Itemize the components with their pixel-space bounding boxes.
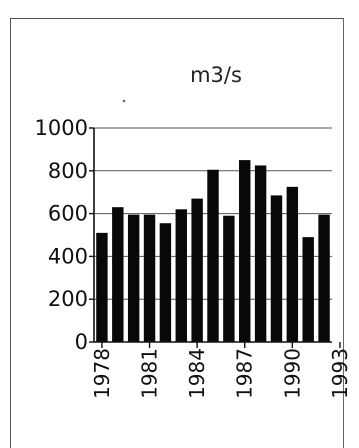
y-tick-label-200: 200 [48, 287, 88, 311]
x-tick-label-1981: 1981 [138, 348, 162, 399]
x-tick-label-1984: 1984 [185, 348, 209, 399]
y-axis-ticks: 0 200 400 600 800 1000 [35, 116, 94, 354]
bar-1986 [223, 215, 235, 342]
bar-1984 [191, 198, 203, 342]
bar-1985 [207, 169, 219, 342]
chart-frame [10, 18, 344, 448]
y-tick-label-0: 0 [75, 330, 88, 354]
bar-1989 [270, 195, 283, 342]
bar-1988 [254, 165, 267, 342]
chart-title: m3/s [190, 63, 242, 87]
x-tick-label-1978: 1978 [90, 348, 114, 399]
bar-1992 [318, 214, 330, 342]
bar-1979 [112, 207, 124, 342]
bar-1981 [143, 214, 156, 342]
bar-1982 [159, 223, 172, 342]
y-tick-label-1000: 1000 [35, 116, 88, 140]
x-axis-ticks: 1978 1981 1984 1987 1990 1993 [90, 342, 352, 399]
bar-1983 [175, 209, 187, 342]
bar-1987 [239, 160, 251, 342]
y-tick-label-600: 600 [48, 202, 88, 226]
x-tick-label-1990: 1990 [280, 348, 304, 399]
x-tick-label-1993: 1993 [328, 348, 352, 399]
print-speck [122, 99, 126, 103]
bar-1978 [96, 232, 108, 342]
bar-1990 [286, 186, 299, 342]
bar-1991 [302, 237, 314, 342]
y-tick-label-800: 800 [48, 159, 88, 183]
bars-layer [96, 160, 330, 342]
x-tick-label-1987: 1987 [233, 348, 257, 399]
y-tick-label-400: 400 [48, 244, 88, 268]
bar-1980 [127, 214, 140, 342]
